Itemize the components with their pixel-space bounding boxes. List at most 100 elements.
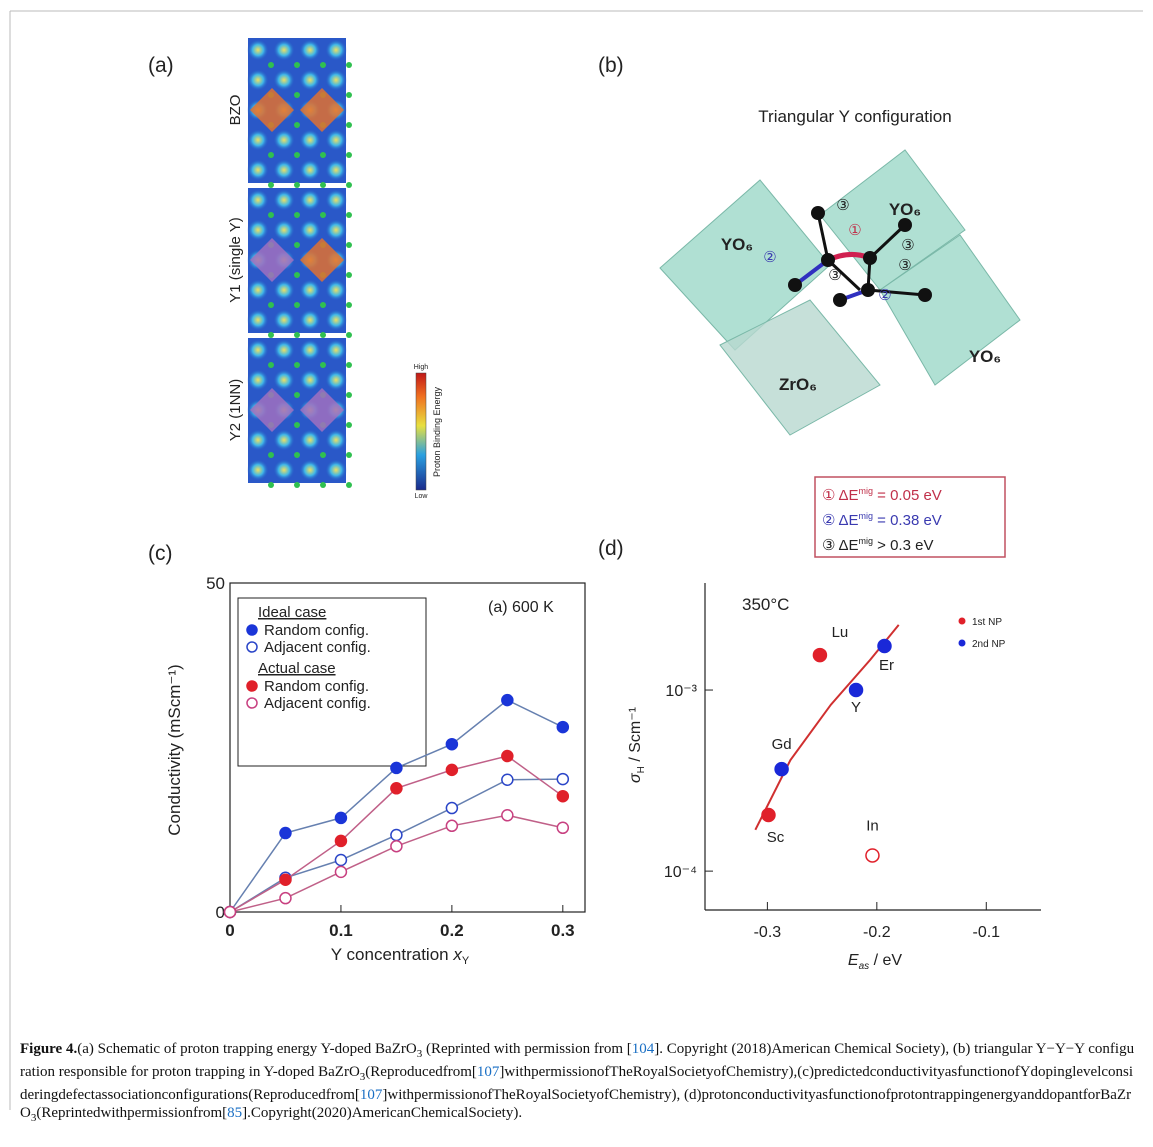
x-tick-label: 0.3 bbox=[551, 921, 575, 940]
legend-text: = 0.05 eV bbox=[873, 487, 942, 504]
map-site-core bbox=[268, 62, 274, 68]
data-point bbox=[502, 774, 513, 785]
map-site bbox=[325, 429, 347, 451]
legend-swatch bbox=[247, 698, 257, 708]
path-label: ③ bbox=[836, 197, 849, 214]
data-point bbox=[850, 684, 863, 697]
map-site bbox=[273, 39, 295, 61]
reference-link[interactable]: 85 bbox=[227, 1105, 242, 1121]
map-site bbox=[325, 69, 347, 91]
map-site-core bbox=[268, 362, 274, 368]
x-axis-label: Y concentration xY bbox=[331, 945, 470, 967]
x-label-symbol: E bbox=[848, 952, 859, 969]
data-point bbox=[775, 763, 788, 776]
x-tick-label: -0.3 bbox=[754, 924, 782, 941]
map-site-core bbox=[294, 62, 300, 68]
map-site-core bbox=[268, 452, 274, 458]
map-site bbox=[299, 219, 321, 241]
map-site-core bbox=[320, 182, 326, 188]
data-point bbox=[391, 830, 402, 841]
legend-swatch bbox=[247, 681, 257, 691]
caption-text: (a) Schematic of proton trapping energy … bbox=[77, 1041, 416, 1057]
caption: Figure 4.(a) Schematic of proton trappin… bbox=[20, 1040, 1135, 1127]
data-point bbox=[557, 774, 568, 785]
map-site-core bbox=[346, 392, 352, 398]
map-site bbox=[299, 459, 321, 481]
map-site-core bbox=[320, 152, 326, 158]
map-site bbox=[273, 69, 295, 91]
x-axis-label: Eas / eV bbox=[848, 952, 902, 972]
path-label: ③ bbox=[828, 267, 841, 284]
map-site bbox=[325, 459, 347, 481]
map-site-core bbox=[294, 302, 300, 308]
legend-label: Adjacent config. bbox=[264, 639, 371, 656]
map-site bbox=[299, 309, 321, 331]
reference-link[interactable]: 107 bbox=[477, 1064, 500, 1080]
map-site bbox=[299, 129, 321, 151]
reference-link[interactable]: 104 bbox=[632, 1041, 655, 1057]
map-site-core bbox=[320, 332, 326, 338]
map-site-core bbox=[294, 122, 300, 128]
point-label: Sc bbox=[767, 829, 785, 846]
caption-text: (Reprintedwithpermissionfrom[ bbox=[36, 1105, 227, 1121]
caption-text: ].Copyright(2020)AmericanChemicalSociety… bbox=[242, 1105, 522, 1121]
legend-sup: mig bbox=[858, 511, 873, 521]
annotation: 350°C bbox=[742, 595, 789, 614]
legend-swatch bbox=[247, 642, 257, 652]
data-point bbox=[557, 791, 568, 802]
y-label-unit: / Scm⁻¹ bbox=[627, 707, 644, 766]
map-site bbox=[247, 69, 269, 91]
map-site bbox=[299, 339, 321, 361]
map-site-core bbox=[268, 212, 274, 218]
map-site-core bbox=[320, 452, 326, 458]
legend-label: Random config. bbox=[264, 622, 369, 639]
legend-symbol: ΔE bbox=[838, 487, 858, 504]
map-site-core bbox=[346, 212, 352, 218]
data-point bbox=[335, 835, 346, 846]
legend-label: 2nd NP bbox=[972, 639, 1006, 650]
data-point bbox=[502, 695, 513, 706]
legend-heading: Ideal case bbox=[258, 604, 326, 621]
map-site bbox=[273, 309, 295, 331]
map-site-core bbox=[346, 122, 352, 128]
map-site bbox=[247, 339, 269, 361]
reference-link[interactable]: 107 bbox=[360, 1087, 383, 1103]
y-tick-label: 10⁻⁴ bbox=[664, 864, 697, 881]
colorbar-high: High bbox=[414, 364, 429, 371]
caption-text: (Reprinted with permission from [ bbox=[422, 1041, 632, 1057]
legend-sup: mig bbox=[858, 536, 873, 546]
legend-sup: mig bbox=[858, 486, 873, 496]
path-label: ③ bbox=[898, 257, 911, 274]
data-point bbox=[280, 828, 291, 839]
map-site bbox=[299, 189, 321, 211]
map-site-core bbox=[320, 302, 326, 308]
row-label: BZO bbox=[227, 95, 244, 126]
data-point bbox=[391, 762, 402, 773]
colorbar bbox=[416, 373, 426, 490]
x-tick-label: -0.2 bbox=[863, 924, 891, 941]
x-tick-label: -0.1 bbox=[972, 924, 1000, 941]
map-site bbox=[325, 159, 347, 181]
path-label: ② bbox=[878, 287, 891, 304]
map-site bbox=[325, 369, 347, 391]
map-site bbox=[299, 429, 321, 451]
caption-text: (Reproducedfrom[ bbox=[365, 1064, 477, 1080]
y-tick-label: 0 bbox=[216, 903, 225, 922]
point-label: Lu bbox=[832, 624, 849, 641]
map-site-core bbox=[294, 482, 300, 488]
data-point bbox=[813, 649, 826, 662]
map-site-core bbox=[320, 62, 326, 68]
legend-swatch bbox=[959, 618, 966, 625]
map-site bbox=[273, 159, 295, 181]
data-point bbox=[446, 764, 457, 775]
map-site bbox=[273, 129, 295, 151]
map-site-core bbox=[346, 302, 352, 308]
map-site bbox=[325, 39, 347, 61]
map-site bbox=[273, 459, 295, 481]
y-tick-label: 50 bbox=[206, 574, 225, 593]
map-site bbox=[273, 219, 295, 241]
data-point bbox=[280, 893, 291, 904]
path-label: ② bbox=[763, 249, 776, 266]
point-label: Er bbox=[879, 657, 894, 674]
